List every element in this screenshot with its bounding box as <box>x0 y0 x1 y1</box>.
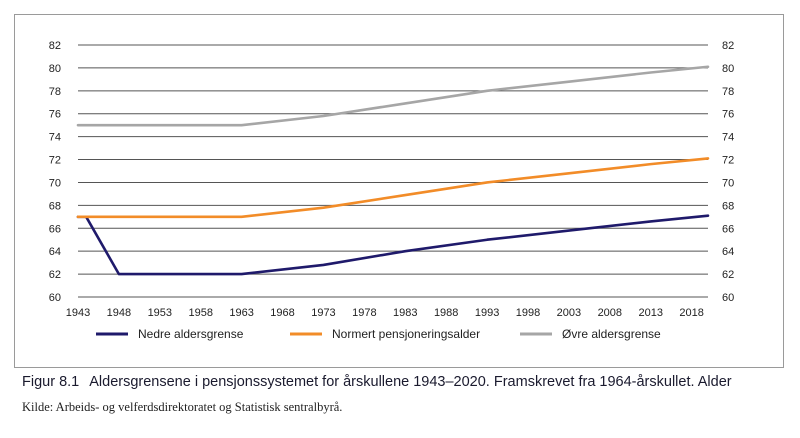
legend-item-0: Nedre aldersgrense <box>96 327 244 341</box>
y-tick-left-80: 80 <box>49 63 61 75</box>
y-tick-right-64: 64 <box>722 246 734 258</box>
y-tick-right-80: 80 <box>722 63 734 75</box>
y-tick-right-66: 66 <box>722 223 734 235</box>
series-layer <box>76 65 710 276</box>
line-chart: 60 62 64 66 68 70 72 74 76 78 80 82 60 62 64 66 68 70 72 7… <box>49 40 735 341</box>
x-tick-1968: 1968 <box>270 307 294 319</box>
y-axis-right: 60 62 64 66 68 70 72 74 76 78 80 82 <box>722 40 734 304</box>
y-tick-left-62: 62 <box>49 269 61 281</box>
y-tick-right-82: 82 <box>722 40 734 52</box>
y-tick-left-70: 70 <box>49 177 61 189</box>
series-line-2 <box>76 65 710 127</box>
y-tick-left-64: 64 <box>49 246 61 258</box>
y-axis-left: 60 62 64 66 68 70 72 74 76 78 80 82 <box>49 40 61 304</box>
y-tick-left-74: 74 <box>49 132 61 144</box>
y-tick-left-78: 78 <box>49 86 61 98</box>
x-tick-1978: 1978 <box>352 307 376 319</box>
x-tick-1988: 1988 <box>434 307 458 319</box>
x-tick-1973: 1973 <box>311 307 335 319</box>
y-tick-right-76: 76 <box>722 109 734 121</box>
series-line-1 <box>76 157 710 219</box>
x-tick-1943: 1943 <box>66 307 90 319</box>
y-tick-right-70: 70 <box>722 177 734 189</box>
x-tick-2003: 2003 <box>557 307 581 319</box>
x-tick-2008: 2008 <box>598 307 622 319</box>
legend-label-1: Normert pensjoneringsalder <box>332 327 480 341</box>
x-tick-2018: 2018 <box>679 307 703 319</box>
figure-title: Aldersgrensene i pensjonssystemet for år… <box>89 374 732 390</box>
legend-item-1: Normert pensjoneringsalder <box>290 327 480 341</box>
x-axis: 1943 1948 1953 1958 1963 1968 1973 1978 1983 1988… <box>66 307 704 319</box>
x-tick-2013: 2013 <box>638 307 662 319</box>
series-line-0 <box>76 214 710 276</box>
y-tick-right-60: 60 <box>722 292 734 304</box>
x-tick-1948: 1948 <box>107 307 131 319</box>
x-tick-1993: 1993 <box>475 307 499 319</box>
x-tick-1963: 1963 <box>229 307 253 319</box>
figure-caption: Figur 8.1 Aldersgrensene i pensjonssystem… <box>22 374 792 390</box>
y-tick-left-76: 76 <box>49 109 61 121</box>
figure-source: Kilde: Arbeids- og velferdsdirektoratet … <box>22 400 343 414</box>
figure-number: Figur 8.1 <box>22 374 80 390</box>
y-tick-left-72: 72 <box>49 155 61 167</box>
x-tick-1983: 1983 <box>393 307 417 319</box>
x-tick-1953: 1953 <box>148 307 172 319</box>
y-tick-right-74: 74 <box>722 132 734 144</box>
y-tick-right-62: 62 <box>722 269 734 281</box>
legend: Nedre aldersgrense Normert pensjoneringsa… <box>96 327 661 341</box>
x-tick-1958: 1958 <box>188 307 212 319</box>
y-tick-left-66: 66 <box>49 223 61 235</box>
legend-label-0: Nedre aldersgrense <box>138 327 244 341</box>
chart-frame <box>14 14 784 368</box>
x-tick-1998: 1998 <box>516 307 540 319</box>
legend-item-2: Øvre aldersgrense <box>520 327 661 341</box>
y-tick-left-68: 68 <box>49 200 61 212</box>
legend-label-2: Øvre aldersgrense <box>562 327 661 341</box>
y-tick-right-72: 72 <box>722 155 734 167</box>
y-tick-left-60: 60 <box>49 292 61 304</box>
y-tick-right-78: 78 <box>722 86 734 98</box>
y-tick-right-68: 68 <box>722 200 734 212</box>
grid-layer <box>78 44 708 298</box>
y-tick-left-82: 82 <box>49 40 61 52</box>
